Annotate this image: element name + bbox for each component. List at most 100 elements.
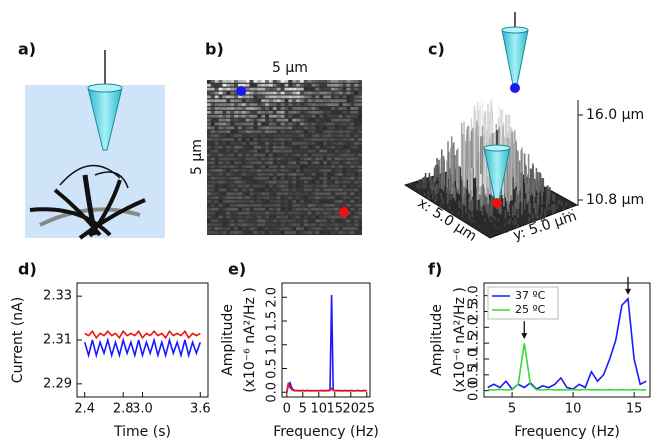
afm-pixel bbox=[315, 165, 320, 168]
fiber bbox=[78, 198, 146, 240]
afm-pixel bbox=[241, 211, 246, 215]
plot-frame bbox=[76, 282, 209, 398]
afm-pixel bbox=[315, 204, 320, 207]
afm-pixel bbox=[261, 227, 266, 230]
afm-pixel bbox=[214, 227, 219, 230]
afm-pixel bbox=[207, 211, 211, 215]
afm-pixel bbox=[358, 103, 363, 106]
afm-pixel bbox=[358, 176, 363, 180]
afm-pixel bbox=[346, 173, 351, 176]
afm-pixel bbox=[253, 227, 258, 230]
afm-pixel bbox=[307, 145, 312, 149]
afm-pixel bbox=[230, 173, 235, 176]
afm-pixel bbox=[269, 207, 273, 211]
afm-pixel bbox=[300, 196, 304, 199]
afm-pixel bbox=[284, 215, 289, 219]
afm-pixel bbox=[230, 142, 235, 145]
afm-pixel bbox=[323, 215, 328, 219]
afm-pixel bbox=[327, 138, 332, 141]
afm-pixel bbox=[307, 126, 312, 130]
afm-pixel bbox=[280, 91, 285, 95]
afm-pixel bbox=[245, 111, 250, 114]
afm-pixel bbox=[280, 169, 285, 172]
afm-pixel bbox=[276, 215, 281, 219]
afm-pixel bbox=[214, 142, 219, 145]
afm-pixel bbox=[222, 215, 227, 219]
afm-pixel bbox=[249, 118, 254, 122]
afm-pixel bbox=[230, 157, 235, 161]
afm-pixel bbox=[222, 169, 227, 172]
afm-pixel bbox=[315, 169, 320, 172]
afm-pixel bbox=[280, 83, 285, 87]
afm-pixel bbox=[269, 111, 273, 114]
legend-label: 37 ºC bbox=[515, 289, 546, 302]
afm-pixel bbox=[218, 103, 223, 106]
afm-pixel bbox=[354, 161, 359, 165]
afm-pixel bbox=[303, 200, 308, 203]
afm-pixel bbox=[296, 107, 301, 110]
afm-pixel bbox=[214, 130, 219, 134]
afm-pixel bbox=[303, 134, 308, 137]
afm-pixel bbox=[261, 80, 266, 83]
afm-pixel bbox=[261, 200, 266, 203]
afm-pixel bbox=[334, 103, 339, 106]
afm-pixel bbox=[245, 87, 250, 91]
afm-pixel bbox=[222, 204, 227, 207]
afm-pixel bbox=[296, 215, 301, 219]
afm-pixel bbox=[288, 192, 293, 196]
afm-pixel bbox=[342, 103, 347, 106]
afm-pixel bbox=[241, 173, 246, 176]
afm-pixel bbox=[222, 111, 227, 114]
afm-pixel bbox=[269, 130, 273, 134]
afm-pixel bbox=[245, 118, 250, 122]
afm-pixel bbox=[218, 145, 223, 149]
afm-pixel bbox=[292, 87, 297, 91]
afm-pixel bbox=[300, 223, 304, 227]
afm-pixel bbox=[261, 130, 266, 134]
afm-pixel bbox=[327, 126, 332, 130]
afm-pixel bbox=[276, 153, 281, 157]
afm-pixel bbox=[358, 99, 363, 103]
afm-pixel bbox=[272, 157, 277, 161]
afm-pixel bbox=[358, 122, 363, 126]
afm-pixel bbox=[253, 95, 258, 99]
afm-pixel bbox=[350, 180, 355, 184]
afm-pixel bbox=[245, 200, 250, 203]
afm-pixel bbox=[210, 111, 215, 114]
afm-pixel bbox=[284, 173, 289, 176]
afm-pixel bbox=[257, 207, 262, 211]
afm-pixel bbox=[207, 204, 211, 207]
afm-pixel bbox=[249, 80, 254, 83]
afm-pixel bbox=[222, 180, 227, 184]
afm-pixel bbox=[315, 99, 320, 103]
afm-pixel bbox=[261, 138, 266, 141]
afm-pixel bbox=[269, 219, 273, 223]
afm-pixel bbox=[265, 184, 270, 188]
afm-pixel bbox=[222, 184, 227, 188]
afm-pixel bbox=[214, 231, 219, 234]
afm-pixel bbox=[214, 134, 219, 137]
afm-pixel bbox=[238, 103, 242, 106]
afm-pixel bbox=[323, 153, 328, 157]
afm-pixel bbox=[288, 161, 293, 165]
afm-pixel bbox=[210, 223, 215, 227]
afm-pixel bbox=[253, 138, 258, 141]
afm-pixel bbox=[257, 107, 262, 110]
afm-pixel bbox=[354, 138, 359, 141]
afm-pixel bbox=[241, 231, 246, 234]
afm-pixel bbox=[334, 231, 339, 234]
afm-pixel bbox=[296, 207, 301, 211]
afm-pixel bbox=[315, 122, 320, 126]
afm-pixel bbox=[319, 188, 324, 192]
x-axis-title: Frequency (Hz) bbox=[514, 424, 620, 440]
afm-pixel bbox=[249, 161, 254, 165]
afm-pixel bbox=[265, 80, 270, 83]
afm-pixel bbox=[261, 126, 266, 130]
afm-pixel bbox=[358, 173, 363, 176]
afm-pixel bbox=[218, 126, 223, 130]
afm-pixel bbox=[342, 145, 347, 149]
afm-pixel bbox=[303, 138, 308, 141]
afm-pixel bbox=[249, 231, 254, 234]
afm-pixel bbox=[350, 142, 355, 145]
